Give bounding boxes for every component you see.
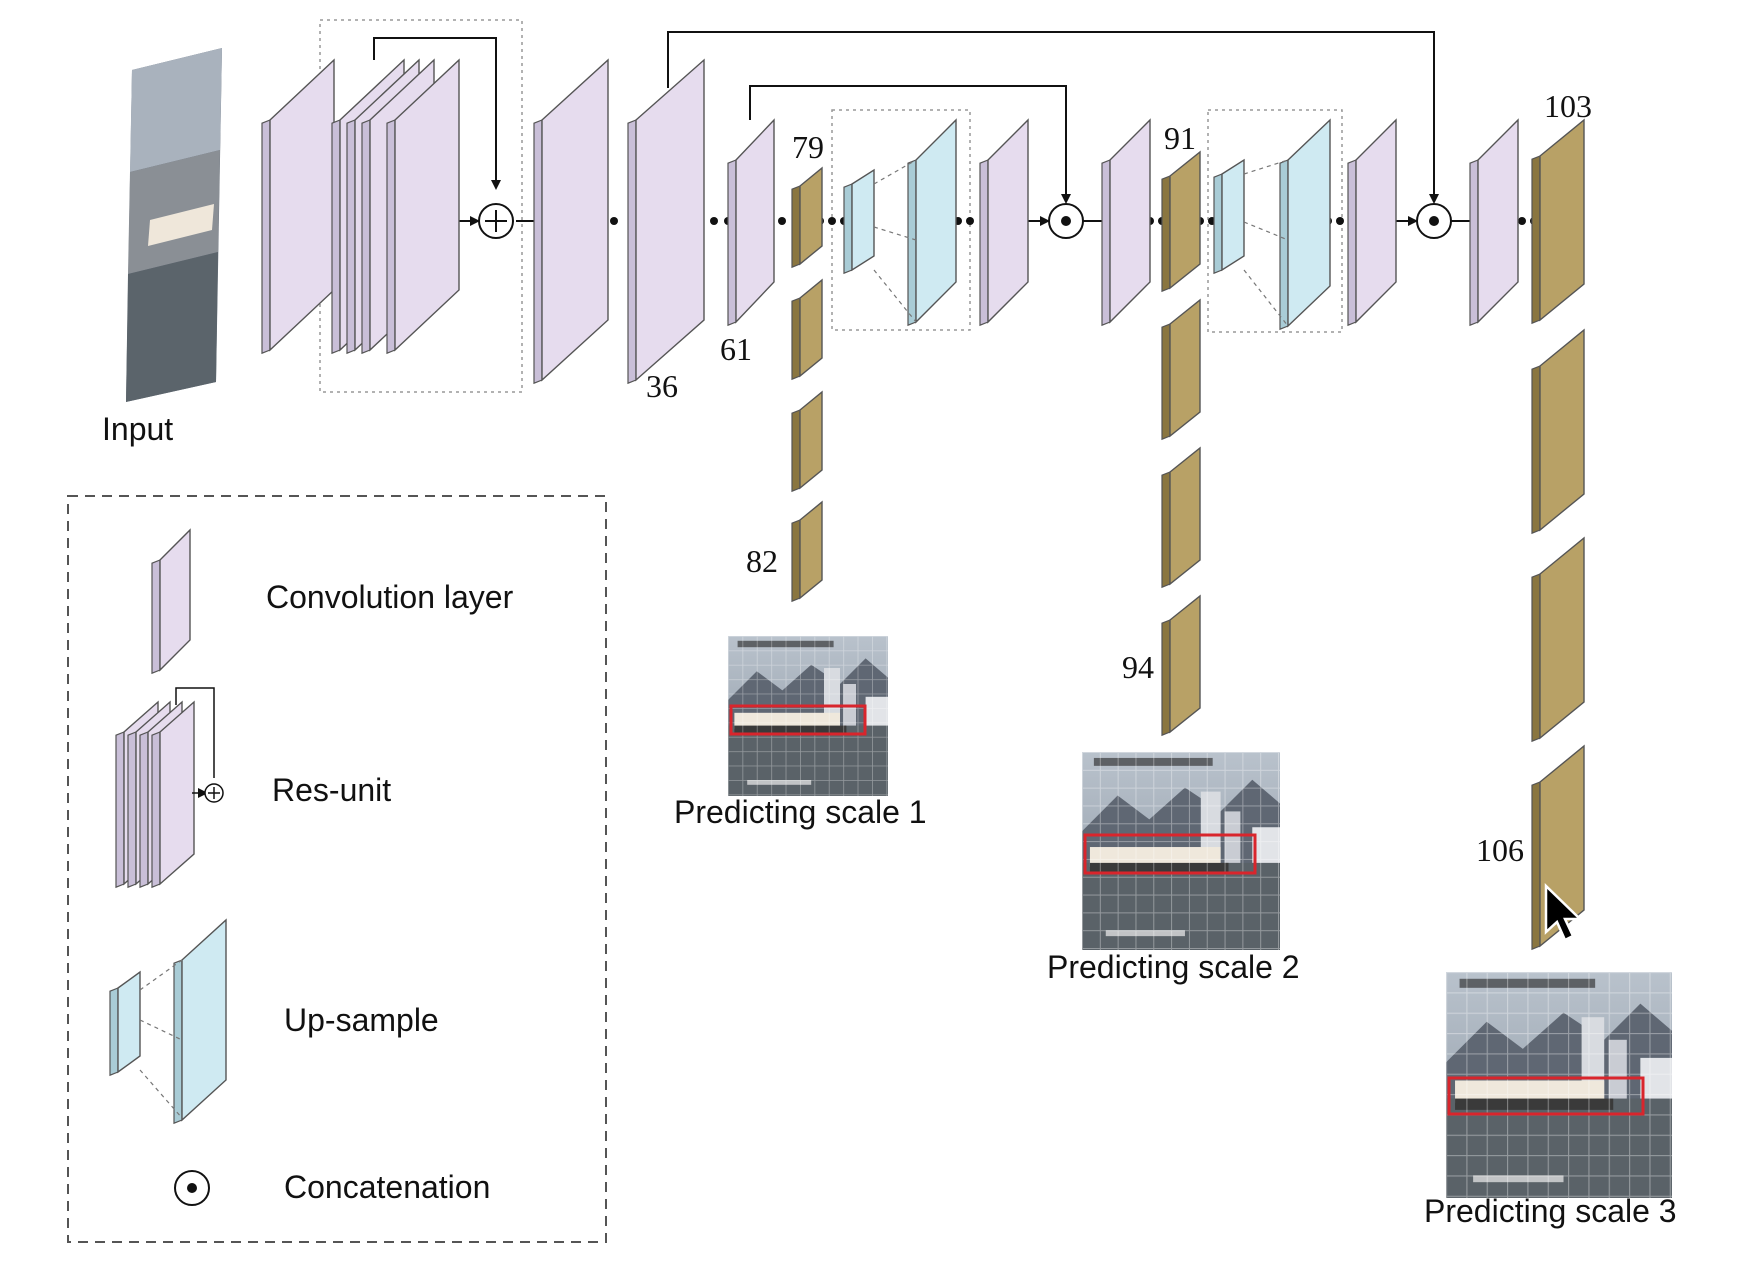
concatenation-icon bbox=[174, 1170, 210, 1206]
conv-layer-61 bbox=[727, 118, 775, 327]
layers bbox=[261, 58, 1585, 951]
conv-layer bbox=[1347, 118, 1397, 327]
up-sample-icon bbox=[109, 918, 227, 1125]
upsample-large bbox=[907, 118, 957, 327]
legend-label-res-unit: Res-unit bbox=[272, 772, 391, 808]
nodes bbox=[478, 203, 1452, 239]
output-layer bbox=[791, 500, 823, 603]
output-layer bbox=[1531, 118, 1585, 325]
upsample-large bbox=[1279, 118, 1331, 331]
dot-circle-icon bbox=[1416, 203, 1452, 239]
input-image bbox=[126, 48, 222, 402]
up-sample-small bbox=[109, 970, 141, 1077]
up-sample-large bbox=[173, 918, 227, 1125]
prediction-image-3 bbox=[1446, 972, 1672, 1198]
res-unit-slab bbox=[151, 700, 195, 889]
layer-number-79: 79 bbox=[792, 129, 824, 165]
res-unit-icon bbox=[115, 687, 224, 889]
legend-label-convolution: Convolution layer bbox=[266, 579, 514, 615]
output-layer bbox=[1161, 446, 1201, 589]
output-layer bbox=[1531, 536, 1585, 743]
input-label: Input bbox=[102, 411, 173, 447]
layer-number-94: 94 bbox=[1122, 649, 1154, 685]
output-layer bbox=[791, 390, 823, 493]
conv-layer bbox=[533, 58, 609, 385]
output-layer bbox=[1531, 328, 1585, 535]
layer-number-91: 91 bbox=[1164, 120, 1196, 156]
legend-label-up-sample: Up-sample bbox=[284, 1002, 439, 1038]
output-layer bbox=[1161, 298, 1201, 441]
layer-number-103: 103 bbox=[1544, 88, 1592, 124]
conv-layer bbox=[261, 58, 335, 355]
upsample-small bbox=[843, 168, 875, 275]
ellipsis-dot bbox=[610, 217, 618, 225]
ellipsis-dot bbox=[778, 217, 786, 225]
output-layer bbox=[1161, 150, 1201, 293]
layer-number-61: 61 bbox=[720, 331, 752, 367]
conv-layer bbox=[1469, 118, 1519, 327]
legend-label-concatenation: Concatenation bbox=[284, 1169, 490, 1205]
output-layer bbox=[1161, 594, 1201, 737]
layer-number-36: 36 bbox=[646, 368, 678, 404]
ellipsis-dot bbox=[710, 217, 718, 225]
prediction-image-1 bbox=[728, 636, 888, 796]
predicting-scale-3-label: Predicting scale 3 bbox=[1424, 1193, 1677, 1229]
output-layer bbox=[791, 166, 823, 269]
dot-circle-icon bbox=[1048, 203, 1084, 239]
plus-circle-icon bbox=[478, 203, 514, 239]
mouse-pointer-icon bbox=[1544, 883, 1584, 942]
predicting-scale-1-label: Predicting scale 1 bbox=[674, 794, 927, 830]
legend: Convolution layer Res-unit Up-sample Con… bbox=[67, 495, 607, 1243]
upsample-small bbox=[1213, 158, 1245, 275]
res-unit-layer bbox=[386, 58, 460, 355]
convolution-layer-icon bbox=[151, 528, 191, 675]
conv-layer bbox=[1101, 118, 1151, 327]
output-layer bbox=[791, 278, 823, 381]
ellipsis-dot bbox=[1518, 217, 1526, 225]
ellipsis-dot bbox=[966, 217, 974, 225]
ellipsis-dot bbox=[1336, 217, 1344, 225]
prediction-image-2 bbox=[1082, 752, 1280, 950]
conv-layer bbox=[979, 118, 1029, 327]
ellipsis-dot bbox=[828, 217, 836, 225]
conv-layer-36 bbox=[627, 58, 705, 385]
legend-border bbox=[67, 495, 607, 1243]
layer-number-82: 82 bbox=[746, 543, 778, 579]
layer-number-106: 106 bbox=[1476, 832, 1524, 868]
predicting-scale-2-label: Predicting scale 2 bbox=[1047, 949, 1300, 985]
